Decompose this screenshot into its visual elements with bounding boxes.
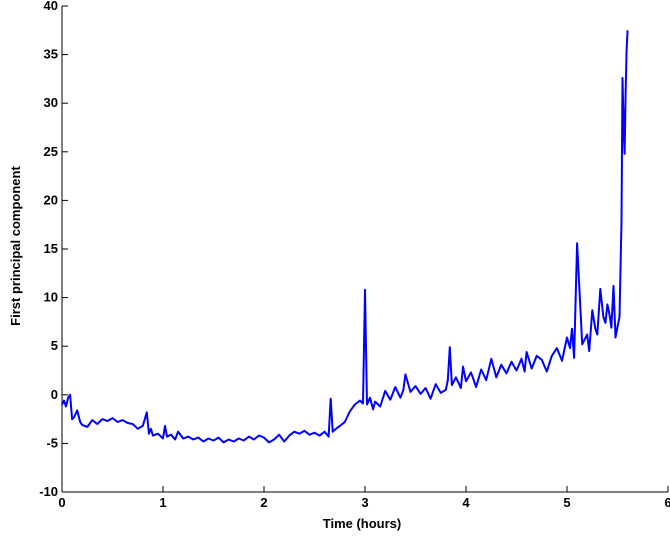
y-tick-label: -10 — [39, 484, 58, 499]
x-tick-label: 4 — [462, 495, 470, 510]
x-tick-label: 3 — [361, 495, 368, 510]
y-tick-label: 15 — [44, 241, 58, 256]
y-tick-label: -5 — [46, 435, 58, 450]
y-tick-label: 10 — [44, 290, 58, 305]
y-axis-label: First principal component — [8, 166, 23, 326]
x-axis-label: Time (hours) — [323, 516, 402, 531]
y-tick-label: 40 — [44, 0, 58, 13]
x-axis-ticks: 0 1 2 3 4 5 6 — [58, 486, 670, 510]
y-tick-label: 35 — [44, 47, 58, 62]
x-tick-label: 2 — [260, 495, 267, 510]
y-tick-label: 30 — [44, 95, 58, 110]
y-tick-label: 25 — [44, 144, 58, 159]
y-tick-label: 20 — [44, 192, 58, 207]
x-tick-label: 5 — [563, 495, 570, 510]
y-tick-label: 0 — [51, 387, 58, 402]
series-line — [61, 30, 629, 444]
x-tick-label: 0 — [58, 495, 65, 510]
x-tick-label: 6 — [664, 495, 670, 510]
x-tick-label: 1 — [159, 495, 166, 510]
y-axis-ticks: -10 -5 0 5 10 15 20 25 30 35 40 — [39, 0, 68, 499]
y-tick-label: 5 — [51, 338, 58, 353]
